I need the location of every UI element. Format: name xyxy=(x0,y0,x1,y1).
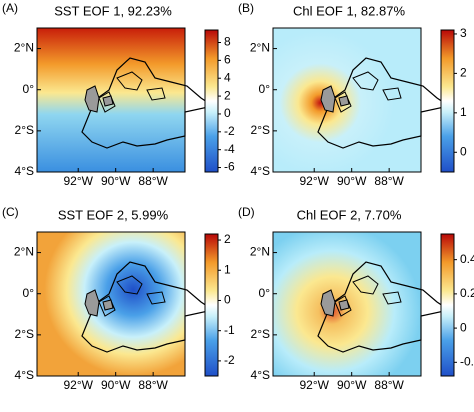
y-tick-label: 0° xyxy=(23,82,35,96)
colorbar-tick-label: 6 xyxy=(224,53,231,67)
x-tick-label: 88°W xyxy=(374,174,404,188)
colorbar-tick-label: -6 xyxy=(224,160,235,174)
panel-label: (A) xyxy=(2,1,18,15)
x-tick-label: 92°W xyxy=(63,174,93,188)
y-tick-label: 2°S xyxy=(15,123,34,137)
y-tick-label: 2°S xyxy=(15,327,34,341)
y-tick-label: 0° xyxy=(259,82,271,96)
colorbar xyxy=(440,233,455,377)
colorbar-tick-label: 4 xyxy=(224,70,231,84)
map-frame xyxy=(272,231,422,377)
x-tick-label: 92°W xyxy=(299,378,329,392)
colorbar-tick-label: 2 xyxy=(460,66,467,80)
y-tick-label: 2°N xyxy=(250,245,270,259)
y-tick-label: 4°S xyxy=(251,164,270,178)
colorbar-tick-label: 0 xyxy=(460,320,467,334)
colorbar-tick-label: 2 xyxy=(224,88,231,102)
x-tick-label: 90°W xyxy=(101,174,131,188)
colorbar xyxy=(440,29,455,173)
y-tick-label: 4°S xyxy=(15,164,34,178)
x-tick-label: 88°W xyxy=(374,378,404,392)
colorbar-tick-label: -1 xyxy=(224,323,235,337)
panel-title: SST EOF 1, 92.23% xyxy=(54,3,172,18)
colorbar-tick-label: -2 xyxy=(224,353,235,367)
colorbar-tick-label: -4 xyxy=(224,142,235,156)
x-tick-label: 88°W xyxy=(138,174,168,188)
panel-label: (D) xyxy=(238,205,255,219)
x-tick-label: 92°W xyxy=(299,174,329,188)
map-frame xyxy=(272,27,422,173)
y-tick-label: 0° xyxy=(23,286,35,300)
panel-label: (B) xyxy=(238,1,254,15)
y-tick-label: 4°S xyxy=(251,368,270,382)
panel-title: Chl EOF 1, 82.87% xyxy=(293,3,405,18)
panel-title: SST EOF 2, 5.99% xyxy=(58,207,169,222)
y-tick-label: 2°S xyxy=(251,123,270,137)
colorbar-tick-label: 3 xyxy=(460,26,467,40)
y-tick-label: 2°N xyxy=(14,245,34,259)
colorbar-tick-label: 0 xyxy=(224,293,231,307)
colorbar-tick-label: 0.4 xyxy=(460,252,474,266)
colorbar xyxy=(204,233,219,377)
panel-title: Chl EOF 2, 7.70% xyxy=(297,207,402,222)
map-frame xyxy=(36,27,186,173)
colorbar-tick-label: 0 xyxy=(224,106,231,120)
colorbar-tick-label: 1 xyxy=(460,105,467,119)
colorbar xyxy=(204,29,219,173)
x-tick-label: 90°W xyxy=(337,378,367,392)
colorbar-tick-label: 8 xyxy=(224,35,231,49)
colorbar-tick-label: 2 xyxy=(224,232,231,246)
colorbar-tick-label: 0.2 xyxy=(460,286,474,300)
colorbar-tick-label: 1 xyxy=(224,262,231,276)
y-tick-label: 0° xyxy=(259,286,271,300)
x-tick-label: 90°W xyxy=(101,378,131,392)
x-tick-label: 90°W xyxy=(337,174,367,188)
y-tick-label: 2°S xyxy=(251,327,270,341)
y-tick-label: 4°S xyxy=(15,368,34,382)
colorbar-tick-label: 0 xyxy=(460,144,467,158)
panel-label: (C) xyxy=(2,205,19,219)
y-tick-label: 2°N xyxy=(14,41,34,55)
map-frame xyxy=(36,231,186,377)
colorbar-tick-label: -0.2 xyxy=(460,354,474,368)
y-tick-label: 2°N xyxy=(250,41,270,55)
colorbar-tick-label: -2 xyxy=(224,124,235,138)
x-tick-label: 92°W xyxy=(63,378,93,392)
x-tick-label: 88°W xyxy=(138,378,168,392)
